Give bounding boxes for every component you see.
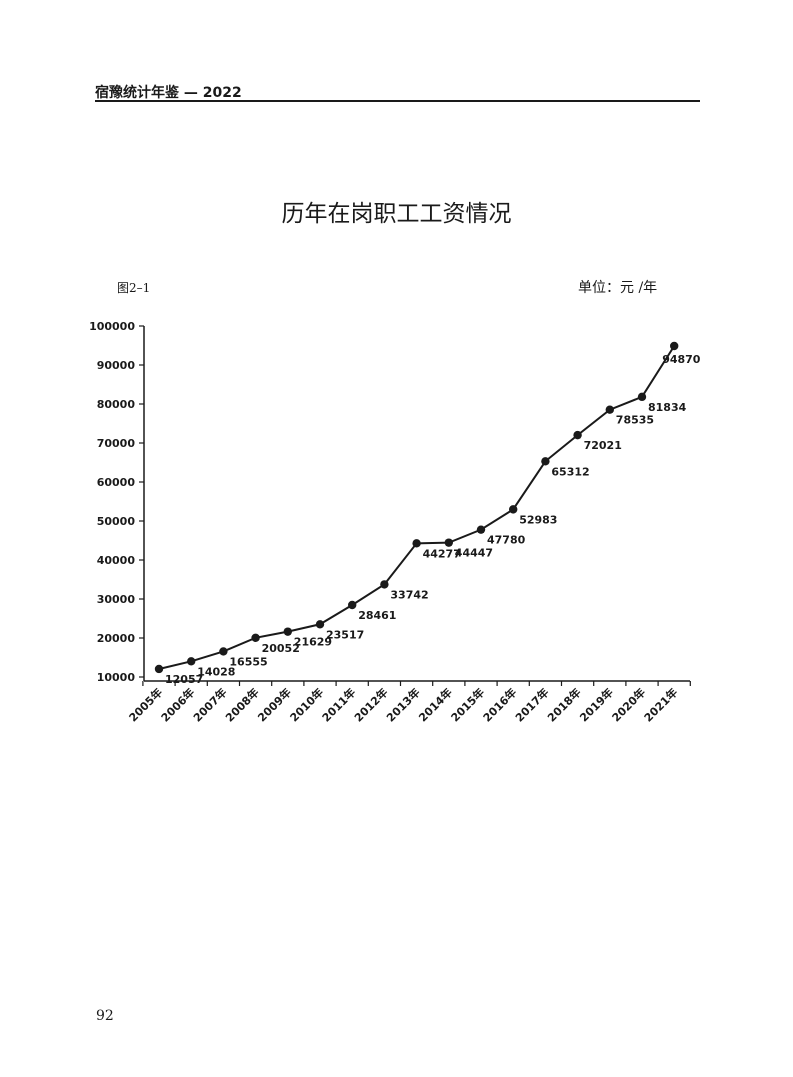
- x-tick-label: 2020年: [609, 685, 648, 724]
- x-tick-label: 2005年: [126, 685, 165, 724]
- data-point: [637, 392, 647, 402]
- data-label: 72021: [584, 439, 622, 452]
- x-tick-label: 2013年: [383, 685, 422, 724]
- data-label: 47780: [487, 534, 526, 547]
- data-label: 78535: [616, 414, 654, 427]
- data-point: [509, 505, 518, 514]
- y-tick-label: 70000: [97, 437, 136, 450]
- data-label: 65312: [551, 465, 589, 478]
- y-tick-label: 20000: [97, 632, 136, 645]
- x-tick-label: 2021年: [641, 685, 680, 724]
- x-tick-label: 2009年: [255, 685, 294, 724]
- data-label: 20052: [262, 642, 300, 655]
- header-rule: [95, 100, 700, 102]
- x-tick-label: 2007年: [190, 685, 229, 724]
- data-point: [605, 405, 614, 414]
- y-tick-label: 60000: [97, 476, 136, 489]
- data-point: [541, 457, 550, 466]
- data-point: [251, 633, 260, 642]
- data-label: 44447: [455, 547, 493, 560]
- y-tick-label: 50000: [97, 515, 136, 528]
- data-label: 16555: [229, 655, 267, 668]
- data-point: [187, 657, 196, 666]
- data-point: [348, 600, 357, 610]
- data-point: [219, 647, 228, 656]
- y-tick-label: 30000: [97, 593, 136, 606]
- data-label: 81834: [648, 401, 687, 414]
- data-label: 28461: [358, 609, 396, 622]
- data-point: [154, 664, 164, 674]
- data-label: 21629: [294, 636, 332, 649]
- series-line: [158, 345, 676, 670]
- data-label: 23517: [326, 628, 364, 641]
- x-tick-label: 2011年: [319, 685, 358, 724]
- x-tick-label: 2008年: [222, 685, 261, 724]
- data-label: 33742: [390, 588, 428, 601]
- data-point: [315, 620, 325, 629]
- running-header: 宿豫统计年鉴 — 2022: [95, 85, 242, 101]
- data-label: 52983: [519, 513, 557, 526]
- x-tick-label: 2012年: [351, 685, 390, 724]
- data-point: [476, 525, 486, 534]
- y-tick-label: 80000: [97, 398, 136, 411]
- x-tick-label: 2014年: [416, 685, 455, 724]
- y-tick-label: 100000: [89, 320, 135, 333]
- data-point: [444, 538, 453, 547]
- x-tick-label: 2015年: [448, 685, 487, 724]
- data-point: [412, 539, 421, 548]
- data-point: [380, 580, 389, 589]
- data-label: 94870: [662, 353, 701, 366]
- x-tick-label: 2019年: [577, 685, 616, 724]
- y-tick-label: 90000: [97, 359, 136, 372]
- figure-label: 图2–1: [117, 281, 151, 295]
- page-number: 92: [96, 1008, 114, 1024]
- chart-title: 历年在岗职工工资情况: [281, 201, 512, 227]
- data-label: 14028: [197, 665, 235, 678]
- data-label: 12057: [165, 673, 203, 686]
- data-point: [670, 341, 679, 351]
- unit-label: 单位：元 /年: [578, 280, 658, 296]
- data-point: [573, 430, 582, 440]
- x-tick-label: 2006年: [158, 685, 197, 724]
- y-tick-label: 40000: [97, 554, 136, 567]
- x-tick-label: 2018年: [544, 685, 583, 724]
- x-tick-label: 2010年: [287, 685, 326, 724]
- x-tick-label: 2017年: [512, 685, 551, 724]
- y-tick-label: 10000: [97, 671, 136, 684]
- data-label: 44277: [423, 547, 461, 560]
- x-tick-label: 2016年: [480, 685, 519, 724]
- data-point: [283, 627, 292, 636]
